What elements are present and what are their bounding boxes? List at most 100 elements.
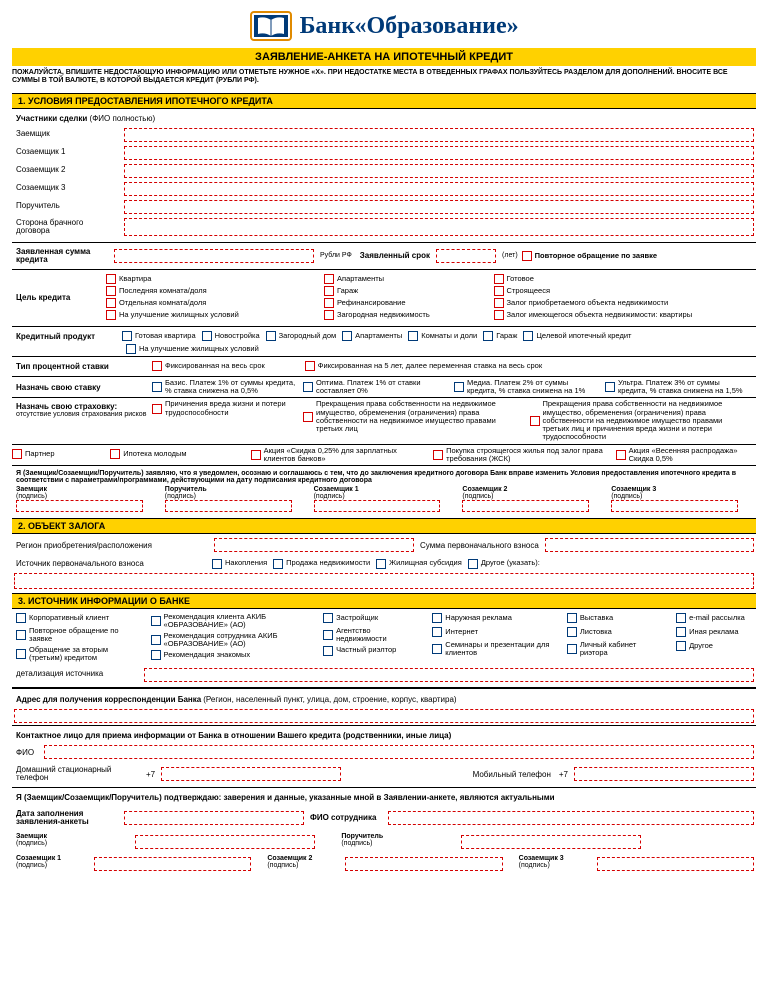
src-detail-input[interactable] bbox=[144, 668, 754, 682]
promo-partner[interactable]: Партнер bbox=[12, 449, 55, 459]
page: Банк«Образование» ЗАЯВЛЕНИЕ-АНКЕТА НА ИП… bbox=[0, 0, 768, 881]
promo-zhsk[interactable]: Покупка строящегося жилья под залог прав… bbox=[433, 447, 609, 464]
purpose-garage[interactable]: Гараж bbox=[324, 286, 358, 296]
purpose-improve[interactable]: На улучшение жилищных условий bbox=[106, 310, 239, 320]
purpose-apartments[interactable]: Апартаменты bbox=[324, 274, 384, 284]
term-unit: (лет) bbox=[498, 249, 522, 262]
rate-basis[interactable]: Базис. Платеж 1% от суммы кредита, % ста… bbox=[152, 379, 297, 396]
mobile-input[interactable] bbox=[574, 767, 754, 781]
participant-coborrower3-input[interactable] bbox=[124, 182, 754, 196]
purpose-separateroom[interactable]: Отдельная комната/доля bbox=[106, 298, 206, 308]
fill-date-input[interactable] bbox=[124, 811, 304, 825]
product-country[interactable]: Загородный дом bbox=[266, 331, 337, 341]
participant-coborrower2: Созаемщик 2 bbox=[12, 162, 122, 180]
section-1-header: 1. УСЛОВИЯ ПРЕДОСТАВЛЕНИЯ ИПОТЕЧНОГО КРЕ… bbox=[12, 93, 756, 109]
src-realtor[interactable]: Частный риэлтор bbox=[323, 646, 396, 656]
product-row: Кредитный продукт Готовая квартира Новос… bbox=[12, 329, 756, 344]
sig-guarantor-input[interactable] bbox=[461, 835, 641, 849]
src-internet[interactable]: Интернет bbox=[432, 627, 478, 637]
promo-young[interactable]: Ипотека молодым bbox=[110, 449, 186, 459]
src-email[interactable]: e-mail рассылка bbox=[676, 613, 745, 623]
promo-row: Партнер Ипотека молодым Акция «Скидка 0,… bbox=[12, 447, 756, 464]
dp-other[interactable]: Другое (указать): bbox=[468, 559, 540, 569]
sig-co1-input[interactable] bbox=[94, 857, 251, 871]
src-rec-emp[interactable]: Рекомендация сотрудника АКИБ «ОБРАЗОВАНИ… bbox=[151, 632, 310, 649]
plus7-2: +7 bbox=[555, 767, 572, 782]
contact-label: Контактное лицо для приема информации от… bbox=[12, 728, 756, 743]
rate-fixed-full[interactable]: Фиксированная на весь срок bbox=[152, 361, 265, 371]
amount-label: Заявленная сумма кредита bbox=[12, 245, 112, 267]
declaration-text: Я (Заемщик/Созаемщик/Поручитель) заявляю… bbox=[12, 468, 756, 486]
purpose-ready[interactable]: Готовое bbox=[494, 274, 534, 284]
src-expo[interactable]: Выставка bbox=[567, 613, 613, 623]
product-garage[interactable]: Гараж bbox=[483, 331, 517, 341]
participant-guarantor: Поручитель bbox=[12, 198, 122, 216]
src-flyer[interactable]: Листовка bbox=[567, 627, 612, 637]
ins-title[interactable]: Прекращения права собственности на недви… bbox=[303, 400, 524, 433]
product-apart[interactable]: Апартаменты bbox=[342, 331, 402, 341]
region-input[interactable] bbox=[214, 538, 414, 552]
rate-pick-row: Назначь свою ставку Базис. Платеж 1% от … bbox=[12, 379, 756, 396]
product-rooms[interactable]: Комнаты и доли bbox=[408, 331, 477, 341]
src-corp[interactable]: Корпоративный клиент bbox=[16, 613, 109, 623]
address-input[interactable] bbox=[14, 709, 754, 723]
home-phone-input[interactable] bbox=[161, 767, 341, 781]
purpose-apt[interactable]: Квартира bbox=[106, 274, 151, 284]
participant-coborrower1-input[interactable] bbox=[124, 146, 754, 160]
term-input[interactable] bbox=[436, 249, 496, 263]
ins-life[interactable]: Причинения вреда жизни и потери трудоспо… bbox=[152, 400, 297, 417]
src-rec-friends[interactable]: Рекомендация знакомых bbox=[151, 650, 251, 660]
sig-co3-input[interactable] bbox=[597, 857, 754, 871]
participant-guarantor-input[interactable] bbox=[124, 200, 754, 214]
dp-subsidy[interactable]: Жилищная субсидия bbox=[376, 559, 462, 569]
purpose-lastroom[interactable]: Последняя комната/доля bbox=[106, 286, 207, 296]
product-target[interactable]: Целевой ипотечный кредит bbox=[523, 331, 631, 341]
ins-combined[interactable]: Прекращения права собственности на недви… bbox=[530, 400, 751, 441]
product-ready[interactable]: Готовая квартира bbox=[122, 331, 196, 341]
sig-co2-input[interactable] bbox=[345, 857, 502, 871]
purpose-pledge-exist[interactable]: Залог имеющегося объекта недвижимости: к… bbox=[494, 310, 693, 320]
rate-media[interactable]: Медиа. Платеж 2% от суммы кредита, % ста… bbox=[454, 379, 599, 396]
plus7-1: +7 bbox=[142, 767, 159, 782]
purpose-pledge-acq[interactable]: Залог приобретаемого объекта недвижимост… bbox=[494, 298, 669, 308]
src-other-ad[interactable]: Иная реклама bbox=[676, 627, 738, 637]
participant-coborrower2-input[interactable] bbox=[124, 164, 754, 178]
dp-savings[interactable]: Накопления bbox=[212, 559, 267, 569]
dp-src-label: Источник первоначального взноса bbox=[12, 556, 212, 571]
product-new[interactable]: Новостройка bbox=[202, 331, 260, 341]
src-repeat[interactable]: Повторное обращение по заявке bbox=[16, 627, 137, 644]
src-seminar[interactable]: Семинары и презентации для клиентов bbox=[432, 641, 553, 658]
sig-borrower-input[interactable] bbox=[135, 835, 315, 849]
src-outdoor[interactable]: Наружная реклама bbox=[432, 613, 512, 623]
rate-fixed-5[interactable]: Фиксированная на 5 лет, далее переменная… bbox=[305, 361, 542, 371]
book-icon bbox=[249, 8, 293, 44]
src-cabinet[interactable]: Личный кабинет риэтора bbox=[567, 641, 662, 658]
dp-sale[interactable]: Продажа недвижимости bbox=[273, 559, 370, 569]
participant-marriage-input[interactable] bbox=[124, 218, 754, 236]
rate-optima[interactable]: Оптима. Платеж 1% от ставки составляет 0… bbox=[303, 379, 448, 396]
participant-borrower: Заемщик bbox=[12, 126, 122, 144]
fio-input[interactable] bbox=[44, 745, 754, 759]
purpose-country[interactable]: Загородная недвижимость bbox=[324, 310, 430, 320]
src-other[interactable]: Другое bbox=[676, 641, 713, 651]
rate-ultra[interactable]: Ультра. Платеж 3% от суммы кредита, % ст… bbox=[605, 379, 750, 396]
amount-input[interactable] bbox=[114, 249, 314, 263]
src-agency[interactable]: Агентство недвижимости bbox=[323, 627, 418, 644]
rate-type-label: Тип процентной ставки bbox=[12, 359, 152, 374]
dp-other-input[interactable] bbox=[14, 573, 754, 589]
promo-spring[interactable]: Акция «Весенняя распродажа» Скидка 0,5% bbox=[616, 447, 750, 464]
address-hint: (Регион, населенный пункт, улица, дом, с… bbox=[203, 692, 460, 707]
participant-borrower-input[interactable] bbox=[124, 128, 754, 142]
purpose-building[interactable]: Строящееся bbox=[494, 286, 551, 296]
purpose-refi[interactable]: Рефинансирование bbox=[324, 298, 406, 308]
src-rec-client[interactable]: Рекомендация клиента АКИБ «ОБРАЗОВАНИЕ» … bbox=[151, 613, 310, 630]
repeat-checkbox[interactable]: Повторное обращение по заявке bbox=[522, 251, 657, 261]
emp-fio-input[interactable] bbox=[388, 811, 754, 825]
product-label: Кредитный продукт bbox=[12, 329, 122, 344]
product-improve[interactable]: На улучшение жилищных условий bbox=[126, 344, 259, 354]
dp-sum-input[interactable] bbox=[545, 538, 754, 552]
promo-salary[interactable]: Акция «Скидка 0,25% для зарплатных клиен… bbox=[251, 447, 427, 464]
src-second[interactable]: Обращение за вторым (третьим) кредитом bbox=[16, 646, 137, 663]
bank-logo: Банк«Образование» bbox=[12, 8, 756, 44]
src-developer[interactable]: Застройщик bbox=[323, 613, 378, 623]
